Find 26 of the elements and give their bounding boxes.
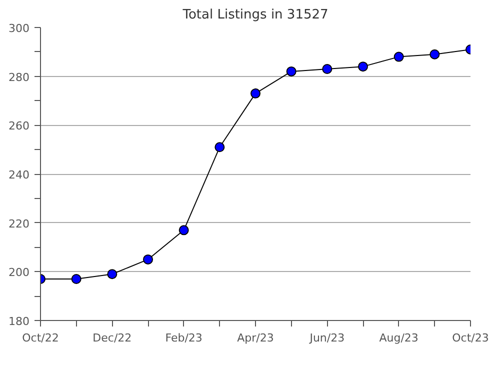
point <box>322 64 332 74</box>
x-tick-label: Jun/23 <box>308 332 345 344</box>
x-tick-label: Dec/22 <box>92 332 132 344</box>
y-tick-label: 200 <box>8 266 30 280</box>
point <box>143 254 153 264</box>
point <box>71 274 82 284</box>
x-tick-label: Oct/23 <box>452 332 489 344</box>
point <box>178 225 189 236</box>
x-tick-label: Oct/22 <box>22 332 59 344</box>
y-tick-label: 280 <box>8 70 30 84</box>
y-tick-label: 300 <box>8 22 30 35</box>
point <box>107 269 118 280</box>
x-tick-label: Feb/23 <box>165 332 202 344</box>
point <box>358 62 368 72</box>
y-tick-label: 240 <box>8 168 30 182</box>
point <box>430 49 440 60</box>
point <box>214 142 225 152</box>
point <box>250 88 260 98</box>
y-tick-label: 180 <box>8 315 30 328</box>
y-tick-label: 260 <box>8 120 30 133</box>
point <box>286 66 296 76</box>
x-tick-label: Aug/23 <box>379 332 418 344</box>
y-tick-label: 220 <box>8 217 30 230</box>
x-tick-label: Apr/23 <box>237 332 274 344</box>
point <box>394 52 404 62</box>
chart-title: Total Listings in 31527 <box>182 8 328 22</box>
